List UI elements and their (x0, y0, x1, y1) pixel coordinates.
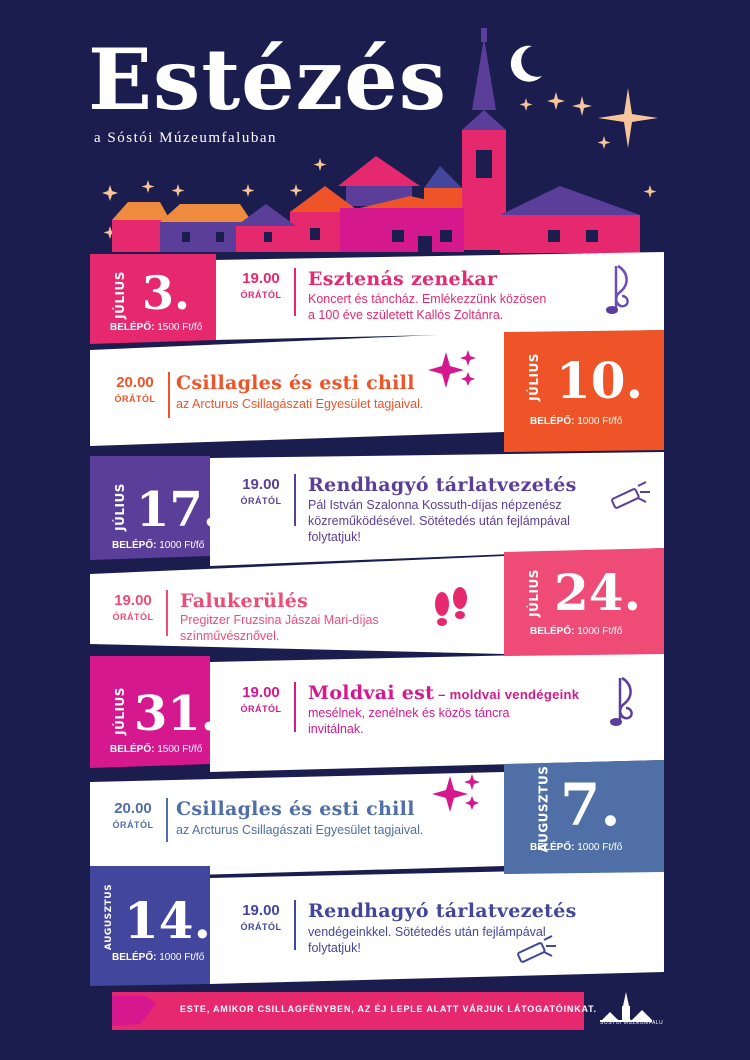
moon-icon (510, 45, 542, 82)
event-time: 19.00 ÓRÁTÓL (112, 592, 154, 622)
event-day: 31. (134, 686, 218, 742)
event-month: AUGUSZTUS (536, 765, 551, 853)
event-desc: mesélnek, zenélnek és közös táncra invit… (308, 706, 510, 736)
event-desc: Pál István Szalonna Kossuth-díjas népzen… (308, 498, 570, 544)
sparkles-icon (428, 350, 476, 388)
museum-village-logo (600, 992, 652, 1022)
event-month: AUGUSZTUS (104, 883, 115, 951)
music-note-icon (606, 264, 629, 314)
footprints-icon (435, 587, 467, 626)
event-title: Csillagles és esti chill (176, 798, 415, 820)
footer-tagline: ESTE, AMIKOR CSILLAGFÉNYBEN, AZ ÉJ LEPLE… (180, 1004, 597, 1014)
event-day: 24. (554, 563, 641, 622)
logo-text: SÓSTÓI MÚZEUMFALU (600, 1020, 664, 1026)
event-day: 10. (556, 351, 643, 410)
sky-decoration (102, 45, 658, 239)
sparkles-icon (432, 774, 480, 812)
event-month: JÚLIUS (526, 353, 541, 401)
event-desc: az Arcturus Csillagászati Egyesület tagj… (176, 397, 424, 411)
event-title: Rendhagyó tárlatvezetés (308, 474, 577, 496)
event-month: JÚLIUS (112, 483, 127, 531)
event-time: 20.00 ÓRÁTÓL (114, 374, 156, 404)
event-time: 19.00 ÓRÁTÓL (240, 684, 282, 714)
event-day: 3. (142, 266, 191, 320)
poster-subtitle: a Sóstói Múzeumfaluban (94, 130, 277, 146)
event-desc: vendégeinkkel. Sötétedés után fejlámpáva… (308, 925, 546, 955)
event-day: 17. (136, 482, 220, 538)
event-month: JÚLIUS (526, 569, 541, 617)
event-title: Csillagles és esti chill (176, 372, 415, 394)
event-desc: Pregitzer Fruzsina Jászai Mari-díjas szí… (180, 613, 379, 643)
star-icon (598, 88, 658, 148)
event-month: JÚLIUS (112, 271, 127, 319)
event-fee: BELÉPŐ: 1000 Ft/fő (112, 540, 205, 551)
event-fee: BELÉPŐ: 1000 Ft/fő (112, 952, 205, 963)
event-day: 14. (124, 891, 211, 950)
music-note-icon (610, 676, 633, 726)
event-desc: az Arcturus Csillagászati Egyesület tagj… (176, 823, 424, 837)
event-fee: BELÉPŐ: 1000 Ft/fő (530, 416, 623, 427)
event-time: 19.00 ÓRÁTÓL (240, 902, 282, 932)
village-illustration (112, 28, 640, 253)
event-fee: BELÉPŐ: 1000 Ft/fő (530, 626, 623, 637)
flashlight-icon (517, 935, 556, 963)
event-title: Moldvai est – moldvai vendégeink (308, 682, 580, 704)
event-time: 20.00 ÓRÁTÓL (112, 800, 154, 830)
event-time: 19.00 ÓRÁTÓL (240, 270, 282, 300)
event-month: JÚLIUS (112, 687, 127, 735)
event-desc: Koncert és táncház. Emlékezzünk közösen … (308, 292, 547, 322)
poster-title: Estézés (88, 30, 447, 129)
event-fee: BELÉPŐ: 1500 Ft/fő (110, 322, 203, 333)
event-fee: BELÉPŐ: 1500 Ft/fő (110, 744, 203, 755)
flashlight-icon (611, 481, 650, 509)
event-title: Falukerülés (180, 590, 309, 612)
event-title: Esztenás zenekar (308, 268, 498, 290)
event-time: 19.00 ÓRÁTÓL (240, 476, 282, 506)
event-title: Rendhagyó tárlatvezetés (308, 900, 577, 922)
event-day: 7. (560, 771, 621, 839)
event-fee: BELÉPŐ: 1000 Ft/fő (530, 842, 623, 853)
